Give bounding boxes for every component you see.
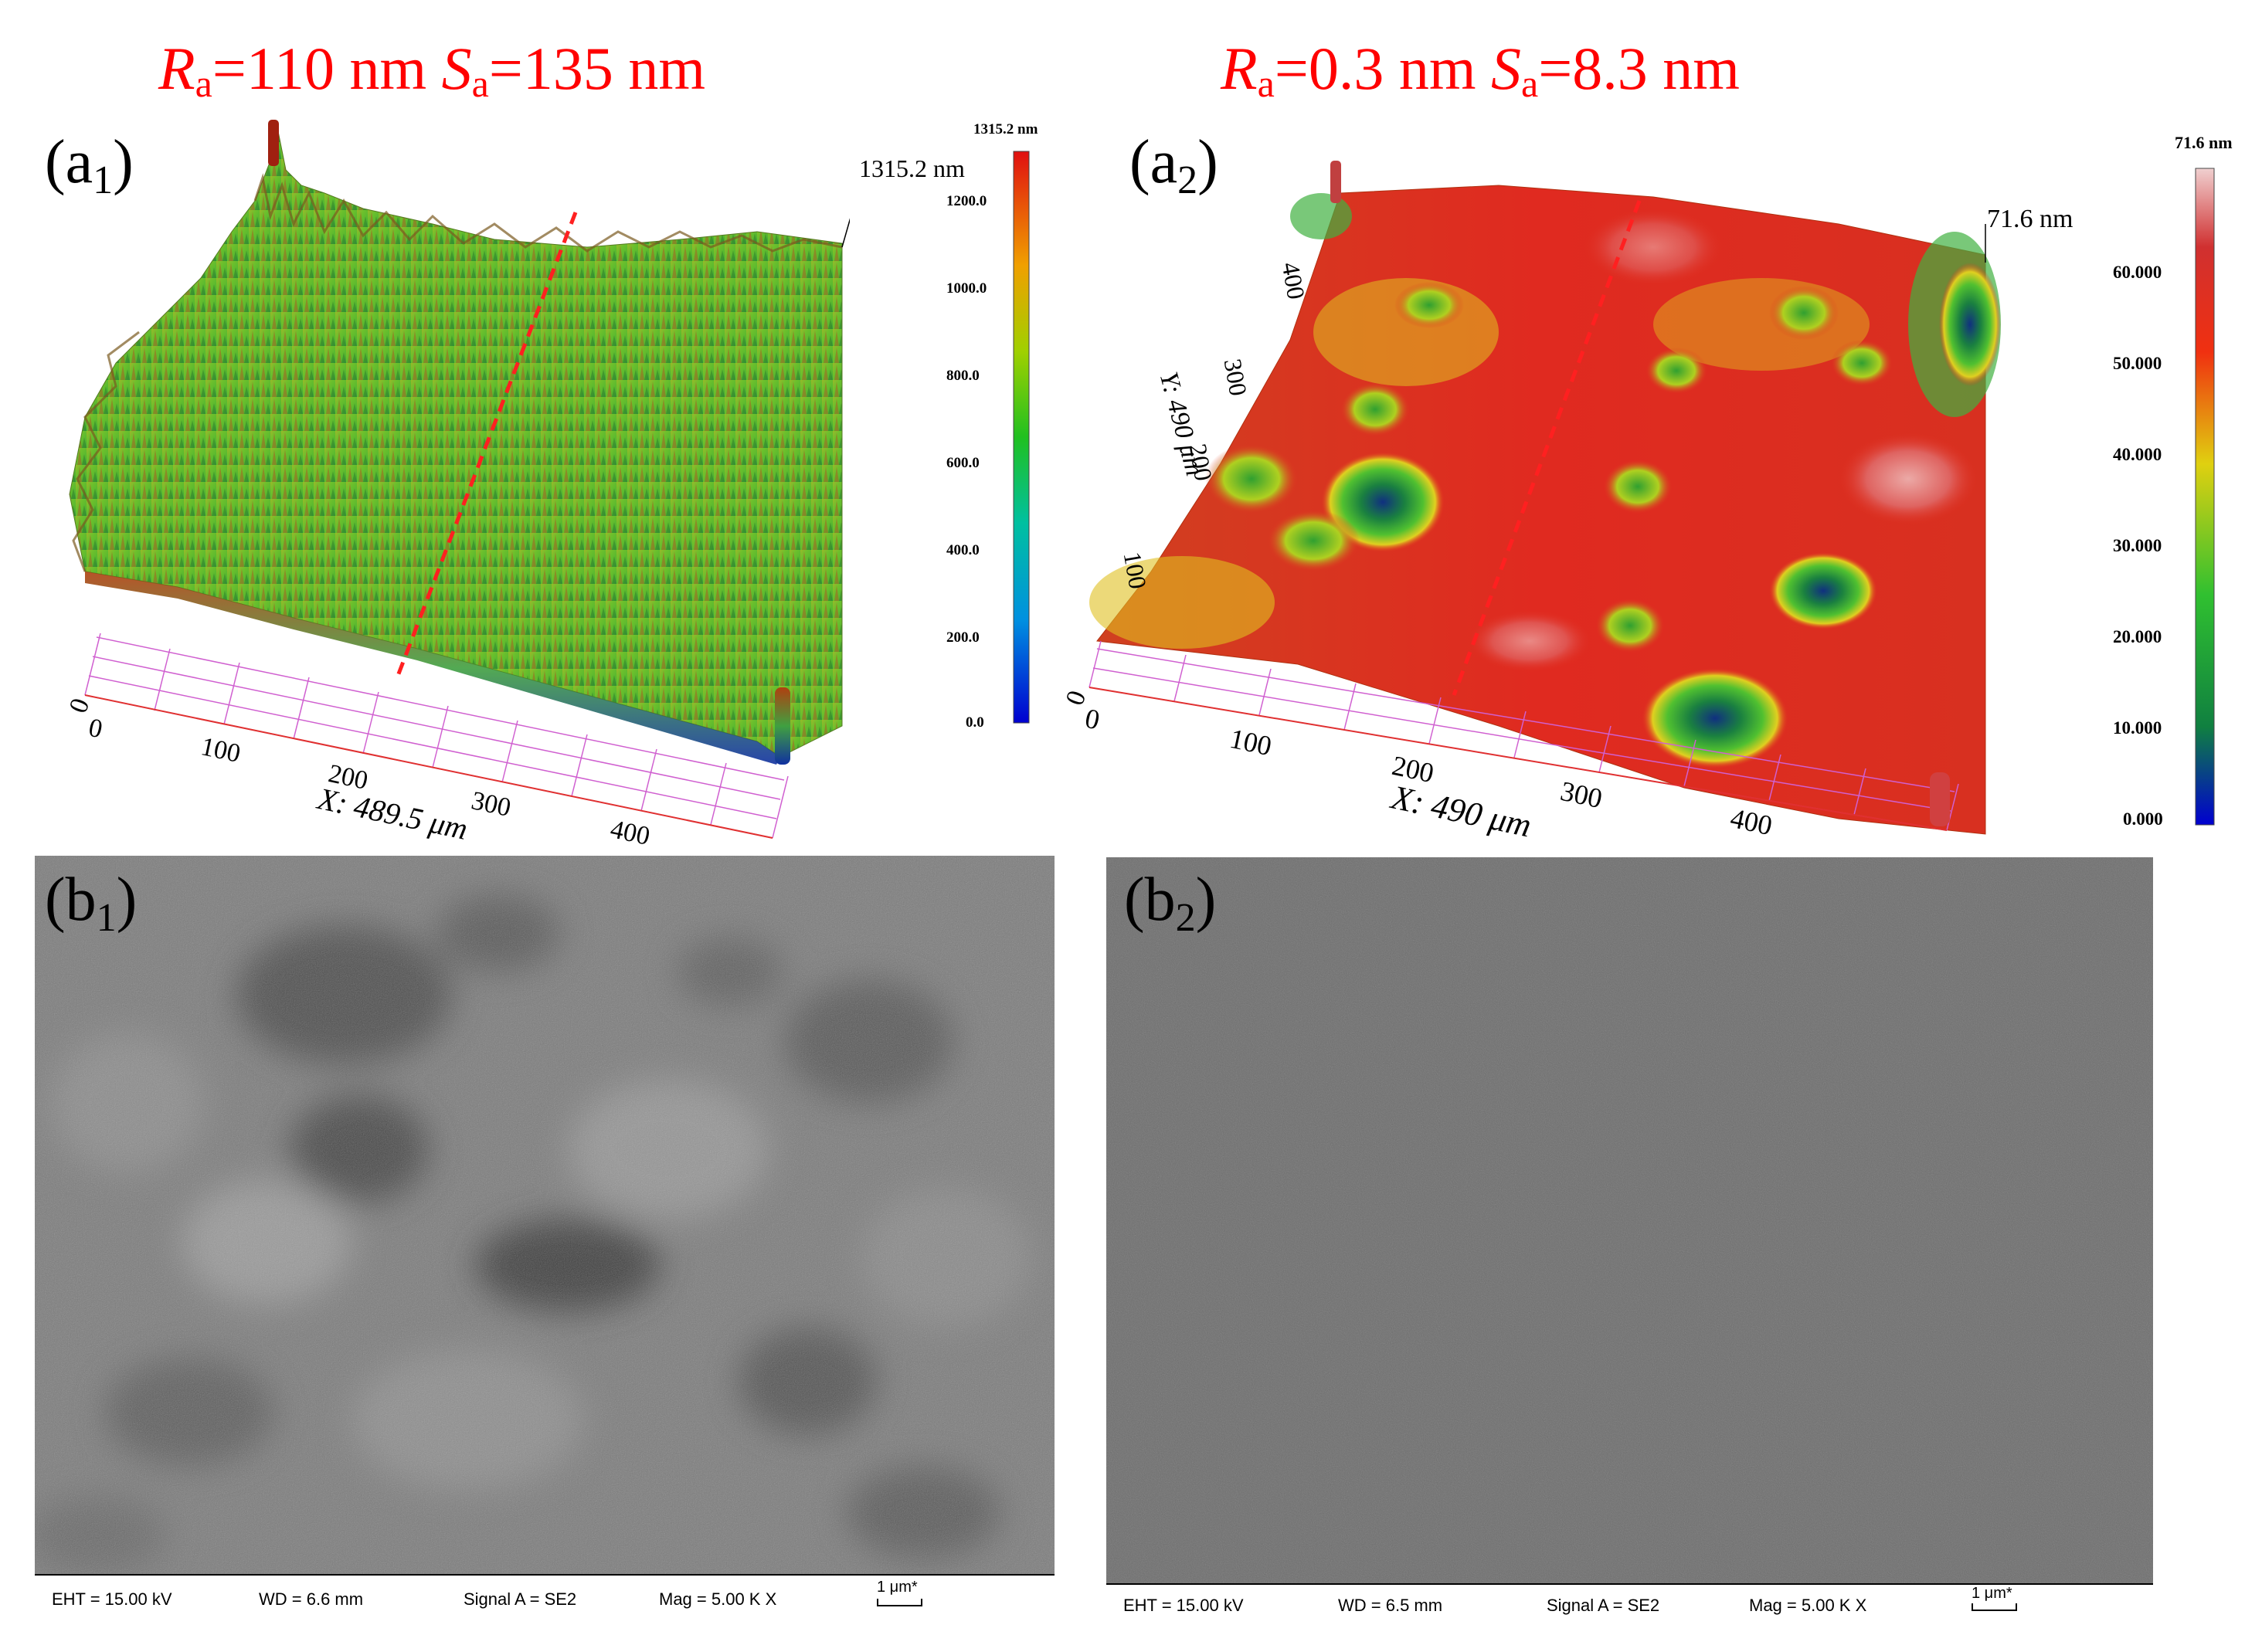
colorbar-tick-a2-2: 40.000 <box>2113 445 2162 464</box>
sem-wd-b1: WD = 6.6 mm <box>259 1589 364 1609</box>
colorbar-tick-a2-0: 60.000 <box>2113 263 2162 282</box>
colorbar-tick-a2-5: 10.000 <box>2113 718 2162 738</box>
sem-mag-b2: Mag = 5.00 K X <box>1749 1596 1867 1615</box>
colorbar-title-a1: 1315.2 nm <box>973 121 1038 137</box>
panel-label-b2: (b2) <box>1124 866 1217 940</box>
sem-image-b1: EHT = 15.00 kV WD = 6.6 mm Signal A = SE… <box>35 856 1055 1628</box>
colorbar-tick-a1-6: 0.0 <box>966 714 984 731</box>
profile-line-a1 <box>396 212 578 677</box>
sem-mag-b1: Mag = 5.00 K X <box>659 1589 777 1609</box>
colorbar-tick-a1-4: 400.0 <box>946 542 980 558</box>
scale-bar-b1 <box>877 1599 922 1606</box>
colorbar-tick-a1-5: 200.0 <box>946 629 980 646</box>
sem-scale-label-b2: 1 μm* <box>1972 1585 2012 1602</box>
max-height-label-a2: 71.6 nm <box>1987 205 2073 233</box>
sem-info-bar-b1: EHT = 15.00 kV WD = 6.6 mm Signal A = SE… <box>35 1574 1055 1628</box>
profile-line-a2 <box>1452 200 1642 696</box>
panel-label-b1: (b1) <box>45 866 138 940</box>
sem-eht-b1: EHT = 15.00 kV <box>52 1589 172 1609</box>
surface-plot-a1 <box>69 120 850 839</box>
colorbar-tick-a1-0: 1200.0 <box>946 193 987 209</box>
sem-scale-label-b1: 1 μm* <box>877 1579 918 1596</box>
sem-signal-b1: Signal A = SE2 <box>464 1589 577 1609</box>
colorbar-title-a2: 71.6 nm <box>2175 133 2233 152</box>
colorbar-tick-a1-1: 1000.0 <box>946 280 987 297</box>
surface-plot-a2 <box>1089 161 2001 835</box>
roughness-title-left: Ra=110 nm Sa=135 nm <box>158 35 705 105</box>
colorbar-tick-a2-1: 50.000 <box>2113 354 2162 373</box>
sem-info-bar-b2: EHT = 15.00 kV WD = 6.5 mm Signal A = SE… <box>1106 1583 2153 1628</box>
max-height-label-a1: 1315.2 nm <box>859 154 965 182</box>
colorbar-a1: 1315.2 nm 1200.0 1000.0 800.0 600.0 400.… <box>946 121 1038 731</box>
max-pin-a2 <box>1330 161 1341 203</box>
colorbar-tick-a2-4: 20.000 <box>2113 627 2162 646</box>
max-pin-a1 <box>268 120 279 166</box>
panel-label-a2: (a2) <box>1129 128 1218 202</box>
colorbar-a2: 71.6 nm 60.000 50.000 40.000 30.000 20.0… <box>2113 133 2233 829</box>
sem-signal-b2: Signal A = SE2 <box>1547 1596 1660 1615</box>
colorbar-tick-a2-6: 0.000 <box>2123 809 2163 829</box>
colorbar-tick-a1-2: 800.0 <box>946 368 980 384</box>
roughness-title-right: Ra=0.3 nm Sa=8.3 nm <box>1221 35 1740 105</box>
corner-pin-a2 <box>1930 772 1950 826</box>
colorbar-tick-a2-3: 30.000 <box>2113 536 2162 555</box>
colorbar-tick-a1-3: 600.0 <box>946 455 980 471</box>
scale-bar-b2 <box>1972 1603 2017 1611</box>
sem-wd-b2: WD = 6.5 mm <box>1338 1596 1443 1615</box>
sem-eht-b2: EHT = 15.00 kV <box>1123 1596 1244 1615</box>
panel-label-a1: (a1) <box>45 128 134 202</box>
sem-image-b2: EHT = 15.00 kV WD = 6.5 mm Signal A = SE… <box>1106 857 2153 1628</box>
corner-pin-a1 <box>775 687 790 765</box>
